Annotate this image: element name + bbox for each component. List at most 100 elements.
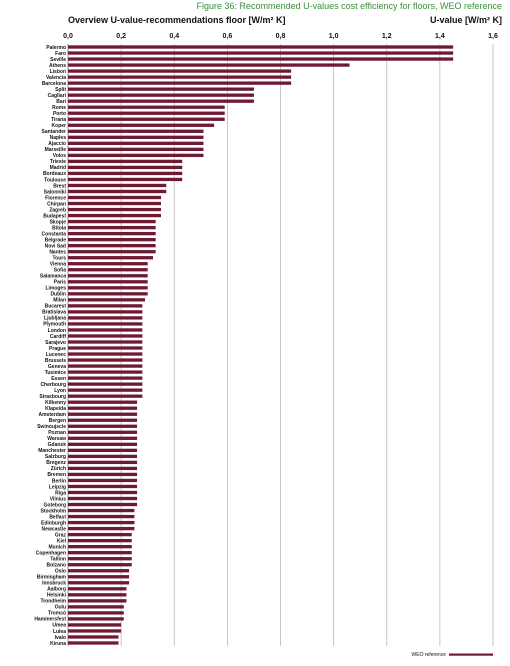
bar — [68, 141, 204, 145]
bar — [68, 262, 148, 266]
bar — [68, 183, 167, 188]
bar — [68, 388, 143, 392]
bar — [68, 165, 183, 170]
category-label: Newcastle — [42, 526, 67, 532]
category-label: Aalborg — [47, 587, 66, 593]
x-tick-label: 1,0 — [329, 33, 339, 40]
figure-caption: Figure 36: Recommended U-values cost eff… — [196, 1, 502, 11]
category-label: Bregenz — [46, 460, 66, 466]
bar — [68, 472, 138, 477]
bar — [68, 394, 143, 398]
bar — [68, 605, 124, 609]
category-label: Hammersfest — [34, 617, 66, 623]
bar — [68, 424, 138, 428]
category-label: Vilnius — [50, 496, 67, 502]
x-tick-label: 0,2 — [116, 33, 126, 40]
bar — [68, 316, 143, 320]
legend-label: WEO reference — [412, 652, 447, 658]
category-label: Riga — [55, 490, 66, 496]
category-label: Paris — [54, 280, 66, 286]
category-label: Lucenec — [46, 352, 67, 358]
bar — [68, 99, 254, 103]
bar — [68, 219, 156, 224]
category-label: Seville — [50, 57, 66, 63]
bar — [68, 69, 292, 73]
category-label: Stockholm — [40, 508, 66, 514]
category-label: Faro — [55, 51, 66, 57]
bar — [68, 575, 130, 579]
bar — [68, 63, 350, 67]
category-label: Cagliari — [48, 93, 67, 99]
category-label: Belgrade — [45, 237, 67, 243]
category-label: Ivalo — [55, 635, 66, 641]
category-label: Lulea — [53, 629, 66, 635]
bar — [68, 478, 138, 483]
bar — [68, 81, 292, 85]
category-label: Oslo — [55, 569, 66, 575]
bar — [68, 117, 225, 121]
category-label: Porto — [53, 111, 66, 117]
category-label: Ajaccio — [48, 141, 66, 147]
bar — [68, 412, 138, 416]
bar — [68, 593, 127, 597]
x-tick-label: 1,2 — [382, 33, 392, 40]
bar — [68, 599, 127, 603]
bar — [68, 274, 148, 278]
bar — [68, 629, 122, 633]
bar — [68, 123, 215, 127]
bar — [68, 635, 119, 639]
category-label: Copenhagen — [36, 550, 66, 556]
category-label: Santander — [42, 129, 67, 135]
bar — [68, 201, 161, 206]
category-label: Toulouse — [44, 177, 66, 183]
bar — [68, 520, 135, 525]
category-label: Swinoujscie — [37, 424, 66, 430]
category-label: Goteborg — [44, 502, 67, 508]
category-label: Poznan — [48, 430, 66, 436]
category-label: Tromsö — [48, 611, 66, 617]
category-label: Umea — [52, 623, 66, 629]
category-label: Essen — [51, 376, 66, 382]
bar — [68, 322, 143, 326]
bar — [68, 641, 119, 645]
bar — [68, 45, 454, 49]
category-label: Trondheim — [40, 599, 66, 605]
bar — [68, 436, 138, 440]
category-label: Ljubljana — [44, 316, 66, 322]
legend-swatch — [449, 653, 493, 656]
bar — [68, 147, 204, 152]
bar — [68, 286, 148, 290]
category-label: Sarajevo — [45, 340, 66, 346]
category-label: Naples — [50, 135, 67, 141]
bar — [68, 304, 143, 308]
category-label: Marseille — [45, 147, 67, 153]
category-label: Cherbourg — [40, 382, 66, 388]
category-label: Amsterdam — [38, 412, 66, 418]
bar — [68, 177, 183, 182]
category-label: Dublin — [50, 292, 66, 298]
category-label: Salzburg — [45, 454, 66, 460]
bar — [68, 508, 135, 513]
bar — [68, 514, 135, 519]
bar — [68, 587, 127, 591]
x-tick-label: 1,6 — [488, 33, 498, 40]
category-label: Graz — [55, 532, 67, 538]
category-label: Salonniki — [44, 189, 67, 195]
bar — [68, 418, 138, 422]
bar — [68, 526, 135, 531]
category-label: Novi Sad — [45, 243, 66, 249]
category-label: Edinburgh — [41, 520, 66, 526]
category-label: Chirpan — [47, 201, 66, 207]
bar — [68, 382, 143, 386]
category-label: Birmingham — [37, 575, 67, 581]
category-label: Budapest — [43, 213, 66, 219]
bar — [68, 611, 124, 615]
category-label: Sofia — [54, 268, 66, 274]
category-label: Prague — [49, 346, 66, 352]
bar — [68, 557, 132, 561]
category-label: Strasbourg — [39, 394, 66, 400]
grid — [67, 44, 494, 646]
bar — [68, 87, 254, 91]
bar — [68, 370, 143, 374]
